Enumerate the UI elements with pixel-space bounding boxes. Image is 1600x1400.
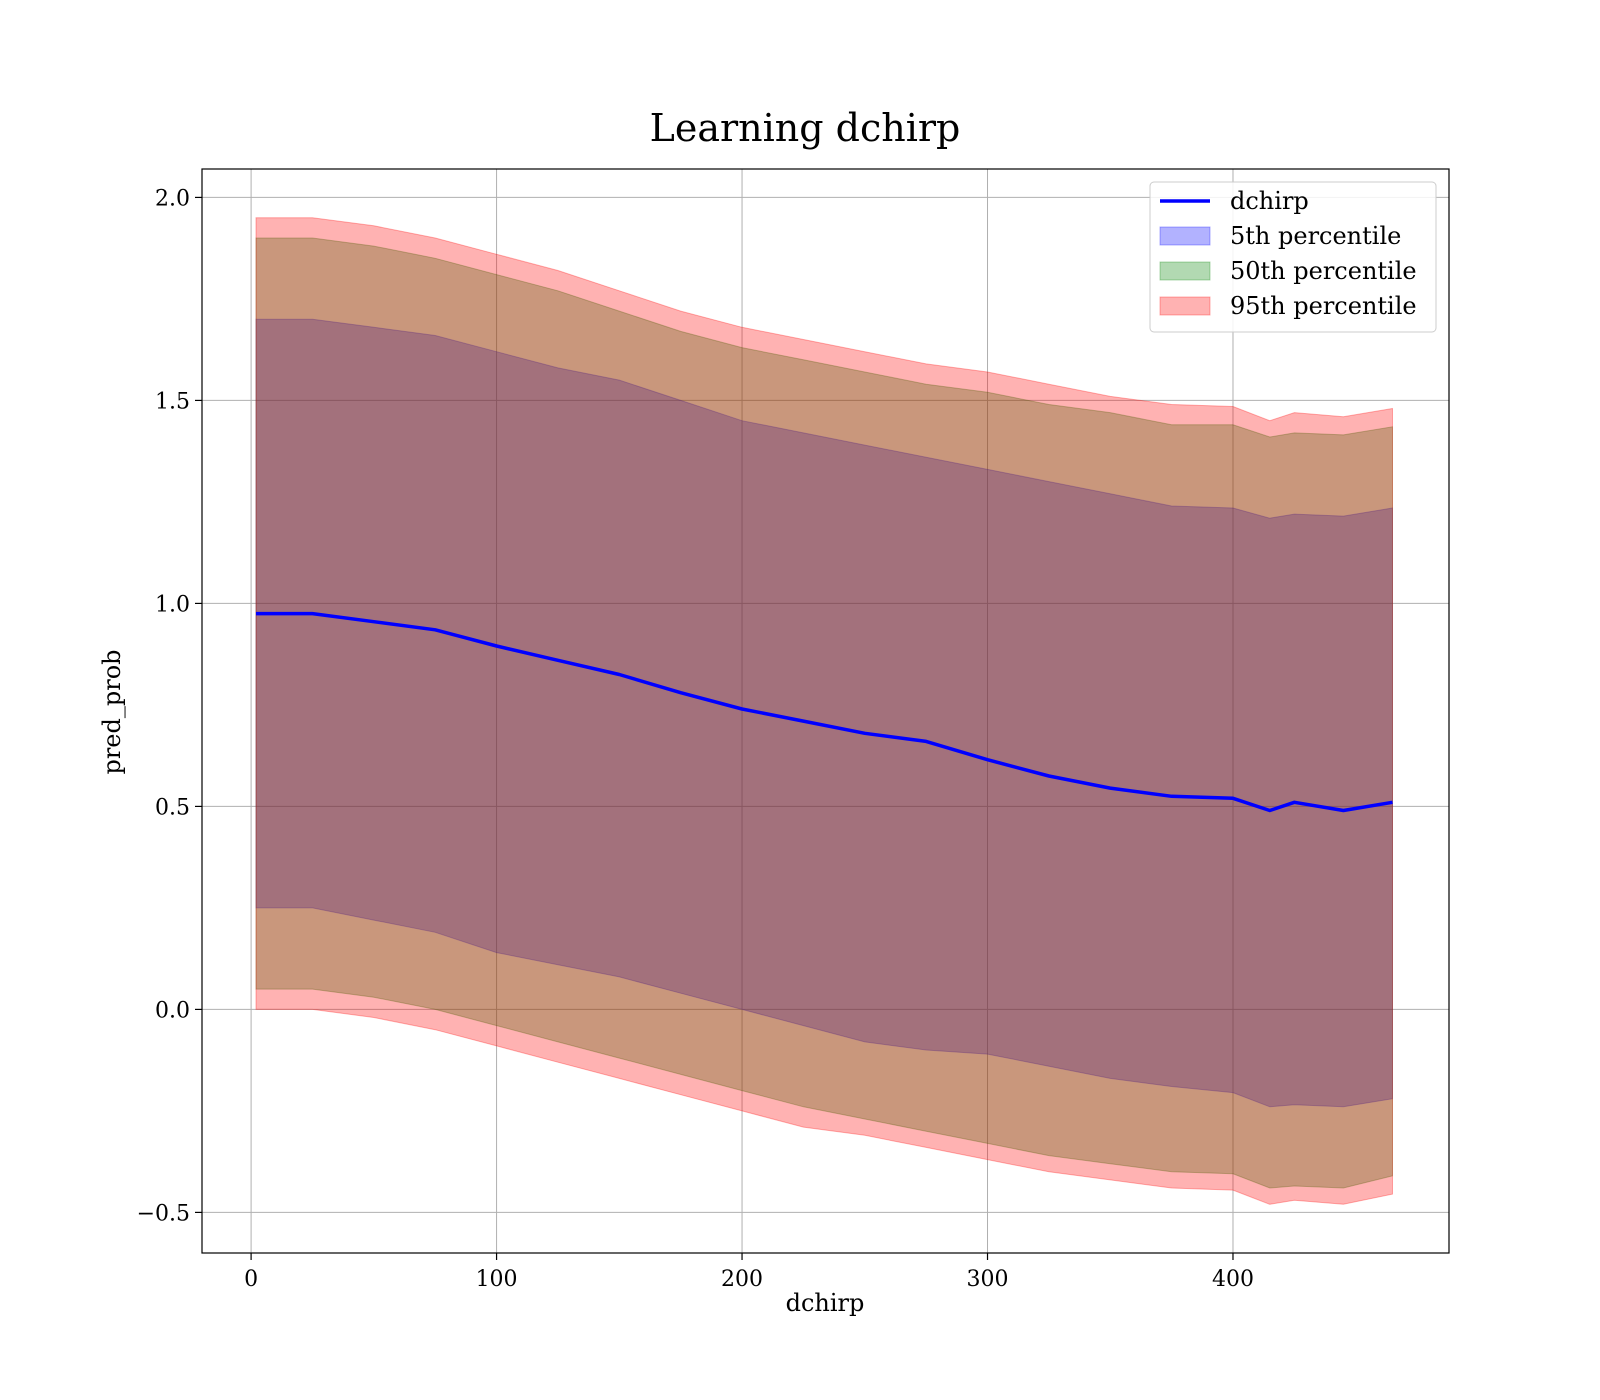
x-tick-label: 100 [476,1267,518,1292]
y-tick-label: 1.5 [155,389,190,414]
x-tick-label: 0 [244,1267,258,1292]
plot-area: 0 100 200 300 400 −0.5 0.0 0.5 1.0 1.5 2.0 [137,168,1450,1292]
series-line-dchirp [256,611,1393,813]
x-axis-title: dchirp [786,1289,865,1317]
y-axis: −0.5 0.0 0.5 1.0 1.5 2.0 [137,186,202,1226]
legend-swatch-95th-percentile [1159,296,1211,316]
y-axis-title: pred_prob [98,649,126,774]
x-axis: 0 100 200 300 400 [244,1253,1254,1292]
legend-label-5th-percentile: 5th percentile [1230,222,1401,250]
band-50th-percentile [255,237,1393,1189]
legend: dchirp 5th percentile 50th percentile 95th … [1149,181,1437,333]
chart-title: Learning dchirp [650,106,961,150]
y-tick-label: −0.5 [137,1201,190,1226]
legend-swatch-5th-percentile [1159,226,1211,246]
y-tick-label: 0.5 [155,795,190,820]
legend-label-50th-percentile: 50th percentile [1230,257,1417,285]
legend-swatch-50th-percentile [1159,261,1211,281]
y-tick-label: 1.0 [155,592,190,617]
y-tick-label: 0.0 [155,998,190,1023]
band-95th-percentile [255,217,1393,1205]
legend-label-95th-percentile: 95th percentile [1230,292,1417,320]
x-tick-label: 200 [721,1267,763,1292]
legend-frame [1149,181,1437,333]
axes-frame [201,168,1450,1254]
percentile-bands [255,217,1393,1205]
band-5th-percentile [255,318,1393,1108]
x-tick-label: 400 [1212,1267,1254,1292]
series-lines [256,611,1393,813]
legend-label-dchirp: dchirp [1230,187,1309,215]
y-tick-label: 2.0 [155,186,190,211]
x-tick-label: 300 [967,1267,1009,1292]
